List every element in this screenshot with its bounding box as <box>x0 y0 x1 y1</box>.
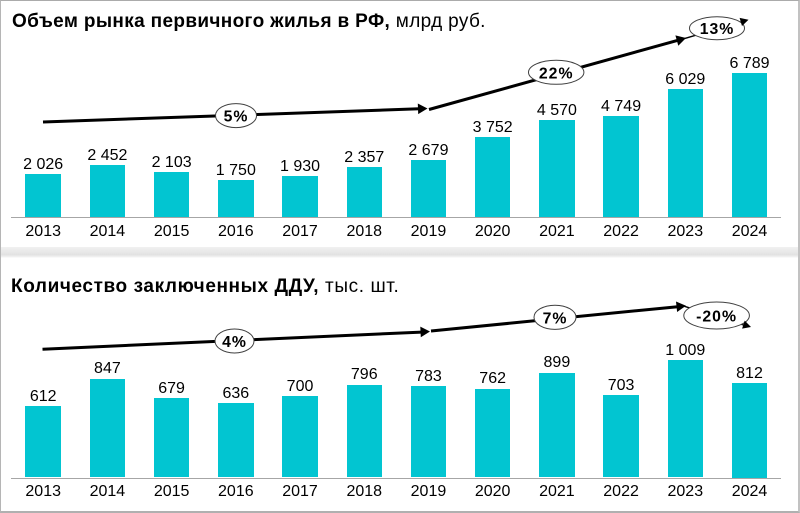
svg-text:5%: 5% <box>224 109 249 126</box>
svg-text:7%: 7% <box>543 310 568 327</box>
svg-text:-20%: -20% <box>696 309 737 326</box>
svg-text:13%: 13% <box>700 21 735 38</box>
svg-text:4%: 4% <box>222 334 247 351</box>
svg-text:22%: 22% <box>539 65 574 82</box>
